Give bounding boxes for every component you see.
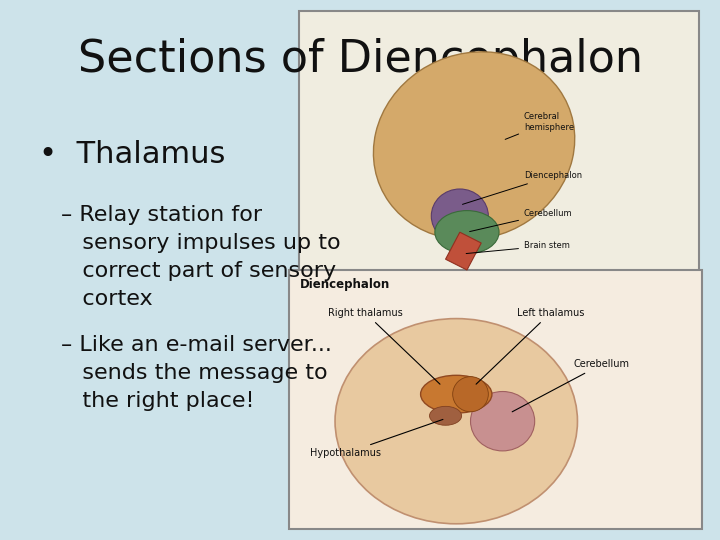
Text: Brain stem: Brain stem — [466, 241, 570, 254]
Text: Cerebral
hemisphere: Cerebral hemisphere — [505, 112, 574, 139]
Text: Sections of Diencephalon: Sections of Diencephalon — [78, 38, 642, 81]
Text: •  Thalamus: • Thalamus — [39, 140, 225, 170]
Ellipse shape — [430, 406, 462, 426]
FancyBboxPatch shape — [289, 270, 702, 529]
FancyBboxPatch shape — [300, 11, 698, 281]
Text: Right thalamus: Right thalamus — [328, 308, 440, 384]
Ellipse shape — [335, 319, 577, 524]
Text: – Relay station for
   sensory impulses up to
   correct part of sensory
   cort: – Relay station for sensory impulses up … — [60, 205, 340, 309]
Text: Cerebellum: Cerebellum — [469, 209, 572, 232]
Text: Diencephalon: Diencephalon — [462, 171, 582, 204]
Ellipse shape — [374, 52, 575, 240]
Ellipse shape — [470, 392, 535, 451]
Ellipse shape — [453, 377, 488, 411]
Text: Hypothalamus: Hypothalamus — [310, 420, 443, 458]
Text: Cerebellum: Cerebellum — [512, 359, 630, 412]
Polygon shape — [446, 232, 481, 270]
Text: Left thalamus: Left thalamus — [476, 308, 584, 384]
Ellipse shape — [435, 211, 499, 254]
Ellipse shape — [431, 189, 488, 243]
Ellipse shape — [420, 375, 492, 413]
Text: Diencephalon: Diencephalon — [300, 278, 390, 291]
Text: – Like an e-mail server...
   sends the message to
   the right place!: – Like an e-mail server... sends the mes… — [60, 335, 331, 411]
